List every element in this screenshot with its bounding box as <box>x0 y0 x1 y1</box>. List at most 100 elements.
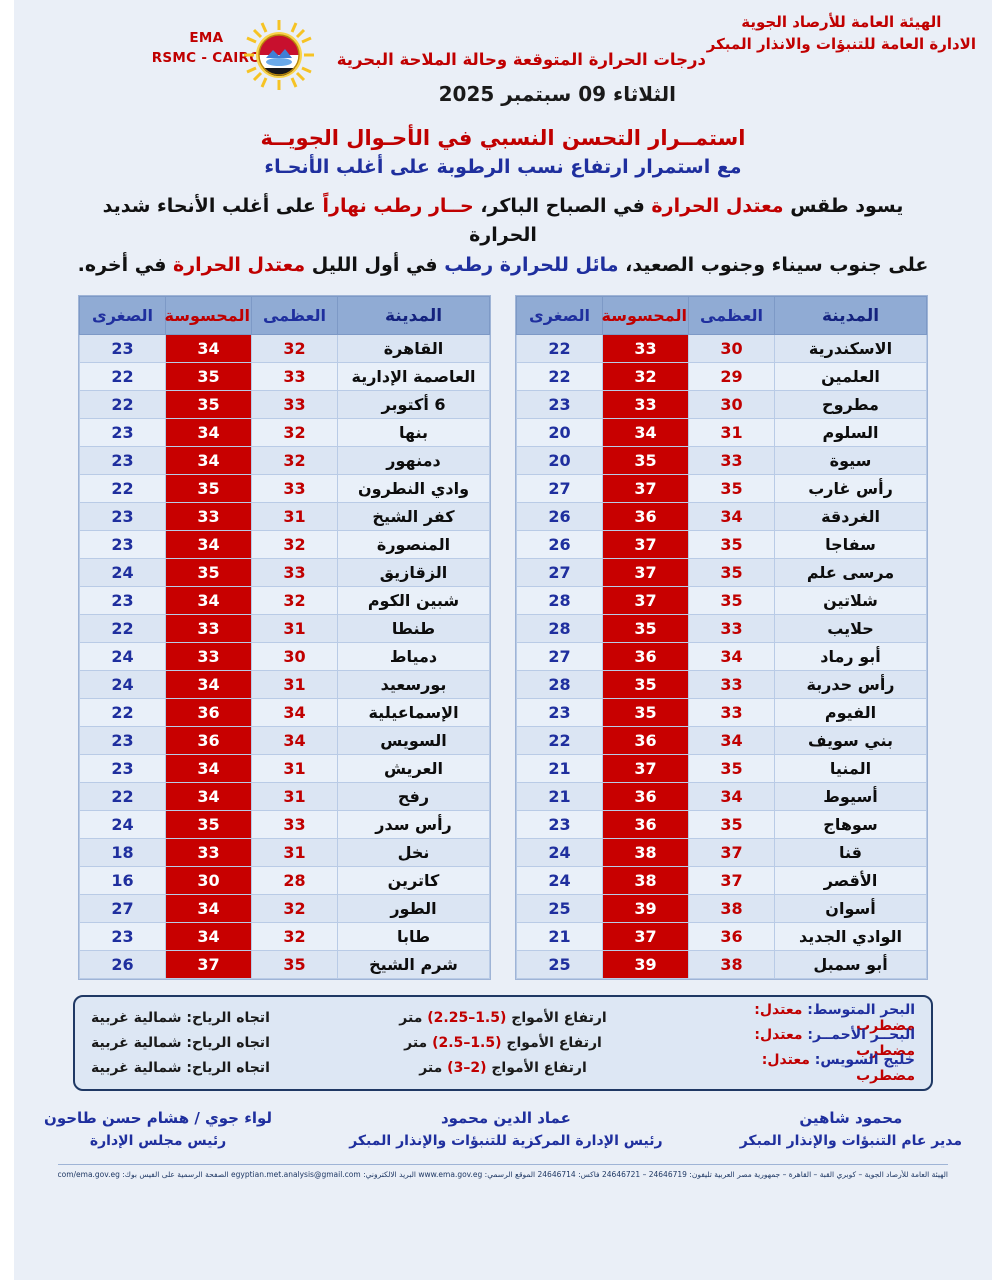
cell-max: 31 <box>251 838 338 868</box>
cell-min: 28 <box>516 614 603 644</box>
cell-city: العريش <box>337 754 490 784</box>
marine-row: البحــر الأحمــر: معتدل: مضطرب ارتفاع الأ… <box>91 1027 915 1059</box>
table-row: رأس حدربة 33 35 28 <box>516 670 927 700</box>
col-header-min: الصغرى <box>516 296 603 336</box>
para-seg-6: في أخره. <box>77 253 174 276</box>
cell-min: 27 <box>516 642 603 672</box>
cell-city: العلمين <box>774 362 927 392</box>
table-header-row: المدينة العظمى المحسوسة الصغرى <box>79 296 490 336</box>
cell-min: 21 <box>516 922 603 952</box>
para-highlight-2: حــار رطب نهاراً <box>322 195 474 217</box>
cell-city: الإسماعيلية <box>337 698 490 728</box>
forecast-date: الثلاثاء 09 سبتمبر 2025 <box>438 82 676 106</box>
cell-city: أبو رماد <box>774 642 927 672</box>
cell-min: 25 <box>516 950 603 980</box>
col-header-feels-like: المحسوسة <box>602 296 689 336</box>
cell-feel: 34 <box>165 922 252 952</box>
cell-min: 20 <box>516 418 603 448</box>
cell-feel: 37 <box>602 754 689 784</box>
table-row: رأس سدر 33 35 24 <box>79 810 490 840</box>
table-row: الاسكندرية 30 33 22 <box>516 334 927 364</box>
cell-city: شلاتين <box>774 586 927 616</box>
table-row: العلمين 29 32 22 <box>516 362 927 392</box>
page-header: الهيئة العامة للأرصاد الجوية الادارة الع… <box>0 0 1006 120</box>
cell-city: الفيوم <box>774 698 927 728</box>
cell-max: 35 <box>688 530 775 560</box>
cell-city: رأس حدربة <box>774 670 927 700</box>
cell-city: شبين الكوم <box>337 586 490 616</box>
cell-feel: 34 <box>165 530 252 560</box>
cell-feel: 37 <box>165 950 252 980</box>
cell-feel: 33 <box>165 614 252 644</box>
table-row: شلاتين 35 37 28 <box>516 586 927 616</box>
table-row: الأقصر 37 38 24 <box>516 866 927 896</box>
marine-sea-state: البحــر الأحمــر: معتدل: مضطرب <box>700 1027 915 1059</box>
table-row: سيوة 33 35 20 <box>516 446 927 476</box>
organization-title: الهيئة العامة للأرصاد الجوية الادارة الع… <box>707 12 976 56</box>
table-row: مطروح 30 33 23 <box>516 390 927 420</box>
cell-feel: 32 <box>602 362 689 392</box>
cell-max: 31 <box>251 782 338 812</box>
cell-city: السويس <box>337 726 490 756</box>
cell-min: 23 <box>79 922 166 952</box>
para-seg-1: يسود طقس <box>783 195 904 217</box>
cell-max: 33 <box>251 390 338 420</box>
cell-max: 32 <box>251 894 338 924</box>
cell-min: 24 <box>516 866 603 896</box>
cell-min: 23 <box>79 502 166 532</box>
cell-feel: 35 <box>602 614 689 644</box>
cell-min: 23 <box>79 726 166 756</box>
table-row: القاهرة 32 34 23 <box>79 334 490 364</box>
cell-city: قنا <box>774 838 927 868</box>
cell-city: شرم الشيخ <box>337 950 490 980</box>
cell-feel: 33 <box>602 334 689 364</box>
footer-divider <box>58 1164 948 1166</box>
cell-city: حلايب <box>774 614 927 644</box>
cell-feel: 33 <box>165 502 252 532</box>
cell-max: 33 <box>688 446 775 476</box>
cell-city: القاهرة <box>337 334 490 364</box>
cell-feel: 34 <box>165 418 252 448</box>
table-header-row: المدينة العظمى المحسوسة الصغرى <box>516 296 927 336</box>
para-highlight-1: معتدل الحرارة <box>651 195 784 217</box>
cell-city: أسوان <box>774 894 927 924</box>
table-row: أبو رماد 34 36 27 <box>516 642 927 672</box>
cell-min: 21 <box>516 782 603 812</box>
cell-city: بنها <box>337 418 490 448</box>
org-line-2: الادارة العامة للتنبؤات والانذار المبكر <box>706 34 976 53</box>
cell-city: طنطا <box>337 614 490 644</box>
signature-role: رئيس الإدارة المركزية للتنبؤات والإنذار … <box>349 1132 663 1149</box>
headline-primary: استمــرار التحسن النسبي في الأحـوال الجو… <box>260 126 746 150</box>
wave-unit: متر <box>404 1034 428 1051</box>
table-row: المنيا 35 37 21 <box>516 754 927 784</box>
para-seg-5: في أول الليل <box>305 253 445 276</box>
cell-max: 38 <box>688 894 775 924</box>
cell-max: 31 <box>688 418 775 448</box>
cell-max: 35 <box>688 558 775 588</box>
table-row: أسيوط 34 36 21 <box>516 782 927 812</box>
cell-city: الغردقة <box>774 502 927 532</box>
table-row: الوادي الجديد 36 37 21 <box>516 922 927 952</box>
cell-max: 35 <box>688 474 775 504</box>
cell-max: 33 <box>688 698 775 728</box>
cell-city: الأقصر <box>774 866 927 896</box>
cell-feel: 35 <box>165 474 252 504</box>
col-header-city: المدينة <box>774 296 927 336</box>
org-line-1: الهيئة العامة للأرصاد الجوية <box>741 13 942 31</box>
table-row: أبو سمبل 38 39 25 <box>516 950 927 980</box>
signature: محمود شاهين مدير عام التنبؤات والإنذار ال… <box>740 1107 962 1152</box>
cell-city: سيوة <box>774 446 927 476</box>
cell-max: 34 <box>688 726 775 756</box>
rsmc-cairo: RSMC - CAIRO <box>151 50 261 67</box>
cell-city: رفح <box>337 782 490 812</box>
cell-min: 24 <box>79 558 166 588</box>
cell-feel: 34 <box>165 446 252 476</box>
table-row: الفيوم 33 35 23 <box>516 698 927 728</box>
table-row: رأس غارب 35 37 27 <box>516 474 927 504</box>
cell-city: الوادي الجديد <box>774 922 927 952</box>
marine-wave-height: ارتفاع الأمواج (1.5–2.5) متر <box>306 1035 700 1051</box>
cell-min: 27 <box>79 894 166 924</box>
cell-min: 23 <box>79 418 166 448</box>
cell-min: 22 <box>516 362 603 392</box>
marine-sea-name: خليج السويس: <box>814 1051 915 1068</box>
